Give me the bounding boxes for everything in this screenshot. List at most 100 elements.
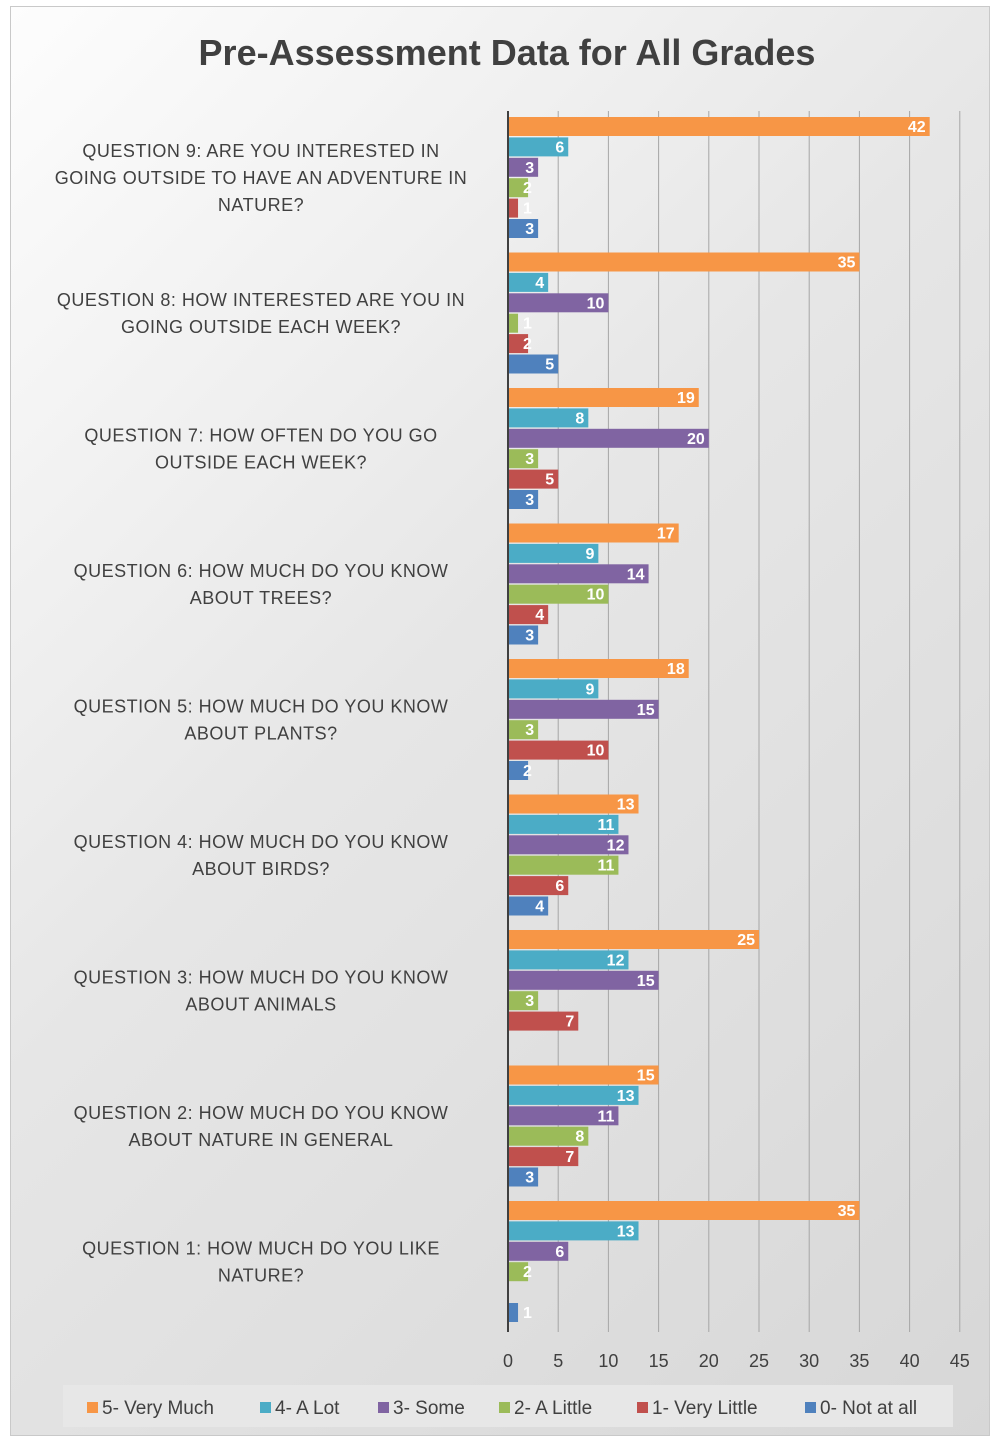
bar bbox=[508, 1167, 539, 1187]
bar bbox=[508, 272, 549, 292]
bar bbox=[508, 178, 529, 198]
data-label: 10 bbox=[587, 295, 605, 312]
bar bbox=[508, 1085, 639, 1105]
bar bbox=[508, 740, 609, 760]
bar bbox=[508, 814, 619, 834]
bar bbox=[508, 1106, 619, 1126]
bar bbox=[508, 334, 529, 354]
x-tick-label: 10 bbox=[598, 1351, 618, 1371]
data-label: 15 bbox=[637, 973, 655, 990]
data-label: 42 bbox=[908, 119, 926, 136]
bar bbox=[508, 1065, 659, 1085]
data-label: 3 bbox=[525, 993, 534, 1010]
bar bbox=[508, 1221, 639, 1241]
bar bbox=[508, 950, 629, 970]
legend-label: 3- Some bbox=[393, 1398, 465, 1419]
bar bbox=[508, 659, 689, 678]
category-label: QUESTION 3: HOW MUCH DO YOU KNOW ABOUT AN… bbox=[74, 968, 449, 1015]
data-label: 9 bbox=[585, 681, 594, 698]
bar bbox=[508, 293, 609, 313]
category-label: QUESTION 4: HOW MUCH DO YOU KNOW ABOUT BI… bbox=[74, 832, 449, 879]
bar bbox=[508, 198, 519, 218]
legend-label: 1- Very Little bbox=[652, 1398, 758, 1419]
chart-frame: Pre-Assessment Data for All Grades 42 6 3 2… bbox=[10, 6, 990, 1436]
bar bbox=[508, 219, 539, 238]
data-label: 12 bbox=[607, 952, 625, 969]
category-label: QUESTION 9: ARE YOU INTERESTED IN GOING O… bbox=[55, 141, 468, 215]
legend-label: 2- A Little bbox=[514, 1398, 592, 1419]
bar bbox=[508, 835, 629, 855]
x-tick-label: 45 bbox=[950, 1351, 970, 1371]
data-label: 1 bbox=[523, 316, 532, 333]
data-label: 8 bbox=[575, 1129, 584, 1146]
bar-chart: Pre-Assessment Data for All Grades 42632… bbox=[55, 32, 970, 1427]
bar bbox=[508, 1147, 579, 1167]
x-tick-label: 40 bbox=[900, 1351, 920, 1371]
legend: 5- Very Much 4- A Lot 3- Some 2- A Little 1-… bbox=[63, 1385, 953, 1427]
data-label: 17 bbox=[657, 526, 675, 543]
bar bbox=[508, 252, 860, 272]
legend-label: 4- A Lot bbox=[275, 1398, 340, 1419]
bar bbox=[508, 388, 699, 407]
data-label: 12 bbox=[607, 837, 625, 854]
category-label: QUESTION 1: HOW MUCH DO YOU LIKE NATURE? bbox=[82, 1239, 440, 1286]
bar bbox=[508, 930, 759, 949]
bar bbox=[508, 137, 569, 157]
bar bbox=[508, 408, 589, 428]
data-label: 7 bbox=[565, 1014, 574, 1031]
bar bbox=[508, 896, 549, 916]
legend-swatch bbox=[805, 1402, 816, 1413]
data-label: 11 bbox=[598, 858, 615, 875]
bar bbox=[508, 1201, 860, 1220]
data-label: 4 bbox=[535, 275, 544, 292]
legend-label: 0- Not at all bbox=[820, 1398, 917, 1419]
data-label: 5 bbox=[545, 357, 554, 374]
gridlines bbox=[557, 111, 961, 1332]
data-label: 20 bbox=[687, 431, 705, 448]
x-tick-label: 0 bbox=[503, 1351, 513, 1371]
data-label: 3 bbox=[525, 160, 534, 177]
data-label: 6 bbox=[555, 1244, 564, 1261]
bar bbox=[508, 117, 930, 136]
data-label: 3 bbox=[525, 1170, 534, 1187]
data-label: 15 bbox=[637, 702, 655, 719]
category-label: QUESTION 5: HOW MUCH DO YOU KNOW ABOUT PL… bbox=[74, 697, 449, 744]
bar bbox=[508, 564, 649, 584]
data-label: 9 bbox=[585, 546, 594, 563]
bar bbox=[508, 1241, 569, 1261]
bar bbox=[508, 313, 519, 333]
x-tick-label: 35 bbox=[849, 1351, 869, 1371]
bar bbox=[508, 679, 599, 699]
category-label: QUESTION 8: HOW INTERESTED ARE YOU IN GOI… bbox=[57, 290, 465, 337]
data-label: 10 bbox=[587, 743, 605, 760]
category-label: QUESTION 6: HOW MUCH DO YOU KNOW ABOUT TR… bbox=[74, 561, 449, 608]
bar bbox=[508, 543, 599, 563]
data-label: 2 bbox=[523, 336, 532, 353]
bar bbox=[508, 699, 659, 719]
bar bbox=[508, 1262, 529, 1282]
data-label: 3 bbox=[525, 722, 534, 739]
bar bbox=[508, 991, 539, 1011]
data-label: 35 bbox=[838, 1203, 856, 1220]
bar bbox=[508, 490, 539, 509]
x-tick-label: 5 bbox=[553, 1351, 563, 1371]
bar bbox=[508, 876, 569, 896]
data-label: 15 bbox=[637, 1068, 655, 1085]
bar bbox=[508, 794, 639, 814]
data-label: 3 bbox=[525, 221, 534, 238]
data-label: 35 bbox=[838, 255, 856, 272]
bar bbox=[508, 354, 559, 374]
legend-label: 5- Very Much bbox=[102, 1398, 214, 1419]
data-label: 2 bbox=[523, 1264, 532, 1281]
bar bbox=[508, 605, 549, 625]
bar bbox=[508, 761, 529, 780]
data-label: 11 bbox=[598, 1108, 615, 1125]
data-label: 10 bbox=[587, 587, 605, 604]
x-tick-label: 20 bbox=[699, 1351, 719, 1371]
category-labels: QUESTION 9: ARE YOU INTERESTED IN GOING O… bbox=[55, 141, 468, 1286]
category-label: QUESTION 2: HOW MUCH DO YOU KNOW ABOUT NA… bbox=[74, 1103, 449, 1150]
legend-swatch bbox=[637, 1402, 648, 1413]
data-label: 8 bbox=[575, 410, 584, 427]
data-label: 18 bbox=[667, 661, 685, 678]
data-label: 13 bbox=[617, 1088, 635, 1105]
